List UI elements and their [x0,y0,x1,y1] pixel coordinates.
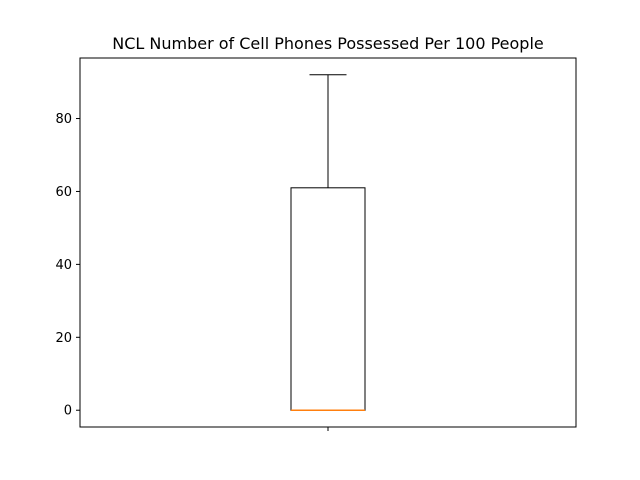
y-tick-label: 60 [55,185,72,200]
y-tick-label: 40 [55,258,72,273]
box-series [290,74,366,411]
chart-title: NCL Number of Cell Phones Possessed Per … [112,34,544,53]
y-tick-label: 80 [55,112,72,127]
y-axis: 0 20 40 60 80 [55,112,80,419]
box-body [290,187,366,411]
box-0 [290,74,366,411]
y-tick-label: 20 [55,331,72,346]
y-tick-label: 0 [64,404,72,419]
